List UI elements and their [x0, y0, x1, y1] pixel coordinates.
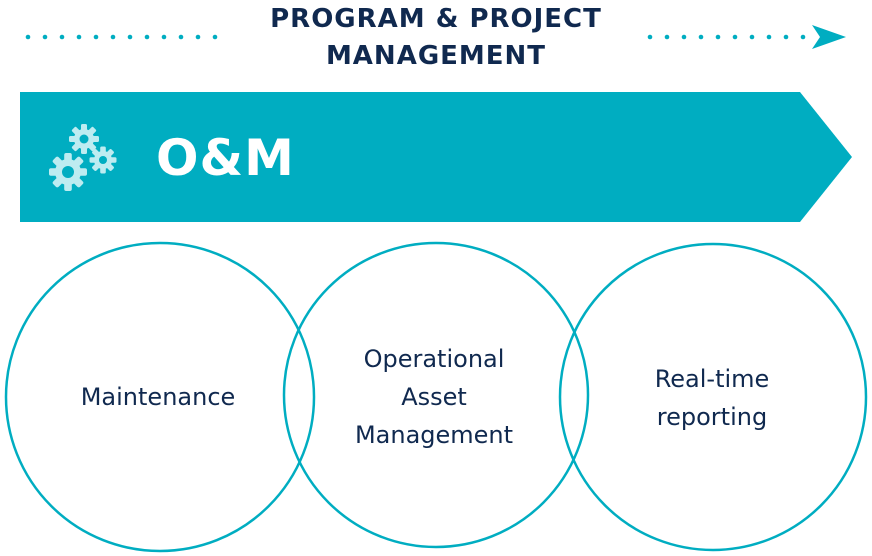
arrowhead-icon: [812, 25, 846, 49]
circle-label-line: Real-time: [654, 365, 770, 393]
circle-label-operational-asset-management: Operational Asset Management: [324, 340, 544, 454]
header-title-line-2: MANAGEMENT: [325, 41, 547, 71]
circle-label-line: Management: [354, 421, 514, 449]
header-title-line-1: PROGRAM & PROJECT: [270, 4, 602, 34]
dotted-line-left: [25, 34, 218, 40]
circle-label-line: reporting: [656, 403, 768, 431]
circle-real-time-reporting: [558, 242, 868, 552]
circle-label-line: Asset: [401, 383, 467, 411]
gears-icon: [49, 124, 117, 191]
circle-label-real-time-reporting: Real-time reporting: [602, 360, 822, 436]
circle-label-maintenance: Maintenance: [48, 378, 268, 416]
circle-maintenance: [4, 241, 316, 553]
banner-chevron: [20, 92, 852, 222]
circle-operational-asset-management: [282, 241, 590, 549]
banner-label: O&M: [156, 129, 295, 187]
circle-label-line: Maintenance: [80, 383, 236, 411]
circle-label-line: Operational: [363, 345, 505, 373]
dotted-line-right: [647, 34, 806, 40]
